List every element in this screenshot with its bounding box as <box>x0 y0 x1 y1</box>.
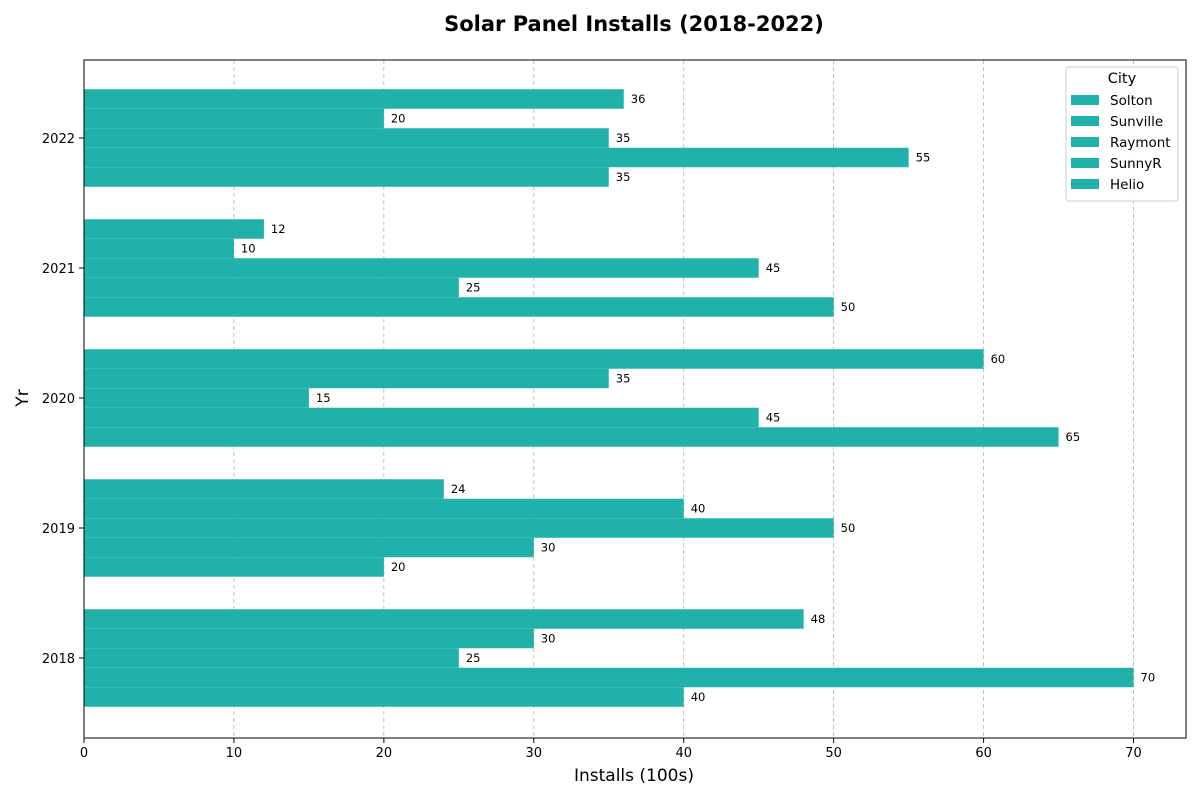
x-tick-label: 30 <box>526 746 543 761</box>
legend-swatch <box>1071 137 1099 147</box>
legend-entry-helio: Helio <box>1110 177 1144 193</box>
y-axis-ticks: 2018 2019 2020 2021 2022 <box>42 132 84 667</box>
y-tick-label: 2022 <box>42 132 75 147</box>
x-tick-label: 20 <box>376 746 393 761</box>
bar-sunville-2021 <box>84 239 234 259</box>
data-label: 24 <box>451 482 466 496</box>
y-tick-label: 2021 <box>42 262 75 277</box>
bar-helio-2020 <box>84 427 1059 447</box>
bar-sunnyr-2018 <box>84 668 1134 688</box>
data-label: 50 <box>841 300 856 314</box>
bar-sunnyr-2020 <box>84 408 759 428</box>
data-label: 45 <box>766 261 781 275</box>
data-label: 40 <box>691 690 706 704</box>
data-label: 20 <box>391 560 406 574</box>
legend-swatch <box>1071 95 1099 105</box>
legend-swatch <box>1071 179 1099 189</box>
legend-title: City <box>1108 71 1137 87</box>
legend-entry-solton: Solton <box>1110 93 1153 109</box>
x-axis-label: Installs (100s) <box>574 766 694 786</box>
data-label: 30 <box>541 541 556 555</box>
legend-swatch <box>1071 158 1099 168</box>
bar-sunnyr-2022 <box>84 148 909 168</box>
bar-raymont-2019 <box>84 518 834 538</box>
data-label: 25 <box>466 281 481 295</box>
bar-raymont-2022 <box>84 128 609 148</box>
data-label: 25 <box>466 651 481 665</box>
bar-solton-2020 <box>84 349 984 369</box>
data-label: 36 <box>631 92 646 106</box>
data-label: 45 <box>766 411 781 425</box>
data-label: 35 <box>616 170 631 184</box>
bar-sunville-2018 <box>84 629 534 649</box>
y-tick-label: 2020 <box>42 392 75 407</box>
data-label: 50 <box>841 521 856 535</box>
bar-helio-2022 <box>84 167 609 187</box>
y-axis-label: Yr <box>13 389 33 407</box>
bar-sunville-2019 <box>84 499 684 519</box>
bar-solton-2019 <box>84 479 444 499</box>
bar-helio-2018 <box>84 687 684 707</box>
bar-solton-2021 <box>84 219 264 239</box>
x-axis-ticks: 0 10 20 30 40 50 60 70 <box>80 738 1142 761</box>
legend-swatch <box>1071 116 1099 126</box>
data-label: 60 <box>991 352 1006 366</box>
data-label: 70 <box>1141 671 1156 685</box>
data-label: 35 <box>616 131 631 145</box>
bar-sunnyr-2019 <box>84 538 534 558</box>
x-tick-label: 50 <box>825 746 842 761</box>
bar-raymont-2018 <box>84 648 459 668</box>
data-label: 10 <box>241 242 256 256</box>
data-label: 12 <box>271 222 286 236</box>
y-tick-label: 2019 <box>42 522 75 537</box>
legend-entry-sunville: Sunville <box>1110 114 1163 130</box>
x-tick-label: 0 <box>80 746 88 761</box>
bar-helio-2021 <box>84 297 834 317</box>
x-tick-label: 60 <box>975 746 992 761</box>
data-label: 65 <box>1066 430 1081 444</box>
legend-entry-sunnyr: SunnyR <box>1110 156 1162 172</box>
data-label: 20 <box>391 112 406 126</box>
bars <box>84 89 1134 707</box>
data-label: 48 <box>811 612 826 626</box>
bar-sunville-2020 <box>84 369 609 389</box>
bar-solton-2022 <box>84 89 624 109</box>
chart-title: Solar Panel Installs (2018-2022) <box>444 12 824 36</box>
bar-raymont-2020 <box>84 388 309 408</box>
data-label: 15 <box>316 391 331 405</box>
x-tick-label: 70 <box>1125 746 1142 761</box>
x-tick-label: 10 <box>226 746 243 761</box>
bar-helio-2019 <box>84 557 384 577</box>
bar-sunville-2022 <box>84 109 384 129</box>
data-label: 40 <box>691 502 706 516</box>
x-tick-label: 40 <box>675 746 692 761</box>
bar-raymont-2021 <box>84 258 759 278</box>
y-tick-label: 2018 <box>42 652 75 667</box>
legend-entry-raymont: Raymont <box>1110 135 1171 151</box>
bar-sunnyr-2021 <box>84 278 459 298</box>
legend: City Solton Sunville Raymont SunnyR Helio <box>1066 67 1178 201</box>
data-label: 55 <box>916 151 931 165</box>
bar-solton-2018 <box>84 609 804 629</box>
data-label: 30 <box>541 632 556 646</box>
data-label: 35 <box>616 372 631 386</box>
